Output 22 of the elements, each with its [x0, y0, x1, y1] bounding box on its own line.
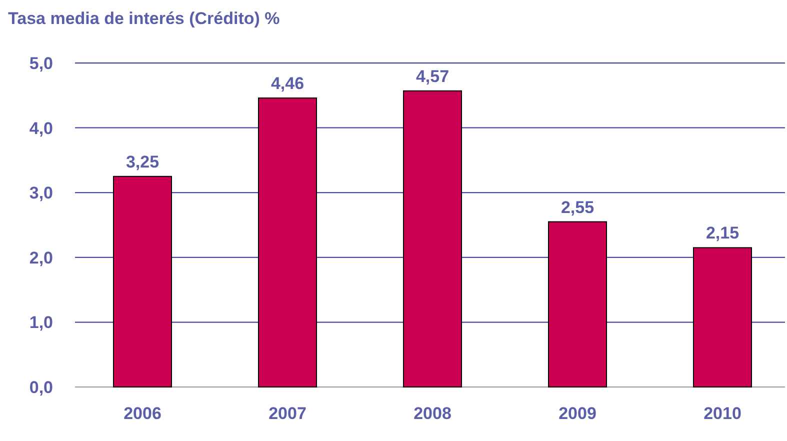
y-tick-label: 5,0: [29, 54, 53, 73]
bar: [693, 247, 752, 388]
x-tick-label: 2007: [268, 404, 306, 423]
x-tick-label: 2009: [558, 404, 596, 423]
data-label: 3,25: [126, 152, 160, 172]
y-tick-label: 3,0: [29, 184, 53, 203]
bar: [258, 97, 317, 388]
x-tick-label: 2008: [414, 404, 452, 423]
x-tick-label: 2010: [704, 404, 742, 423]
y-tick-label: 1,0: [29, 313, 53, 332]
data-label: 4,46: [270, 74, 304, 93]
y-tick-label: 0,0: [29, 378, 53, 397]
data-label: 2,15: [706, 224, 740, 243]
data-label: 2,55: [560, 198, 594, 217]
data-label: 4,57: [416, 66, 450, 86]
bar: [548, 221, 607, 388]
bar: [403, 90, 462, 388]
y-tick-label: 4,0: [29, 118, 53, 138]
chart-title: Tasa media de interés (Crédito) %: [8, 9, 280, 28]
x-tick-label: 2006: [124, 404, 162, 423]
bar: [113, 176, 172, 388]
y-tick-label: 2,0: [29, 248, 53, 268]
